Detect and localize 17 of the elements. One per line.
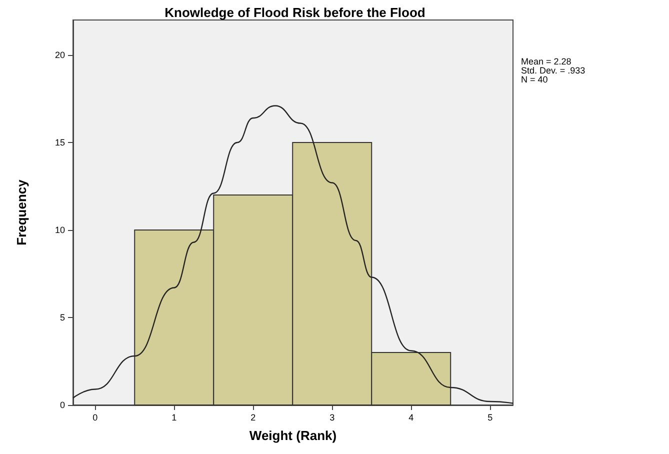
x-axis-title: Weight (Rank)	[249, 428, 337, 443]
x-tick-label: 5	[488, 412, 493, 422]
y-tick-label: 10	[54, 225, 65, 235]
x-tick-label: 2	[250, 412, 256, 422]
x-tick-label: 0	[92, 412, 98, 422]
y-tick-label: 0	[60, 400, 65, 410]
chart-title: Knowledge of Flood Risk before the Flood	[164, 5, 426, 20]
text: N = 40	[521, 74, 548, 84]
text: Mean = 2.28	[521, 56, 572, 66]
y-axis-title: Frequency	[14, 178, 29, 246]
x-tick-label: 4	[408, 412, 414, 422]
x-tick-label: 1	[172, 412, 177, 422]
y-tick-label: 20	[54, 50, 65, 60]
x-tick-label: 3	[330, 412, 335, 422]
y-tick-label: 15	[54, 138, 65, 148]
y-tick-label: 5	[60, 312, 65, 322]
text: Std. Dev. = .933	[521, 66, 586, 76]
